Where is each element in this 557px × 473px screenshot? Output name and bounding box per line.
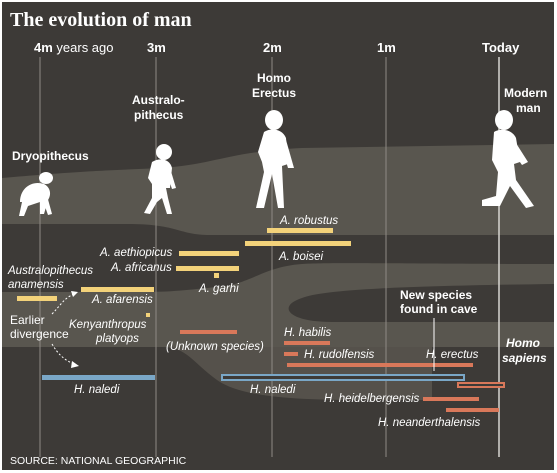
australopithecus-figure-icon bbox=[144, 144, 176, 214]
bar-h-erectus bbox=[287, 363, 473, 367]
label-unknown-species: (Unknown species) bbox=[166, 341, 264, 353]
lineage-band-gap bbox=[2, 224, 554, 322]
bar-kenyanthropus bbox=[146, 313, 150, 317]
homo-erectus-figure-icon bbox=[256, 110, 294, 208]
australopithecus-label-line1: Australo- bbox=[132, 93, 185, 107]
bar-h-rudolfensis bbox=[284, 352, 298, 356]
earlier-divergence-line2: divergence bbox=[10, 327, 69, 341]
timeline-label-4m: 4m years ago bbox=[34, 40, 114, 55]
label-kenyanthropus-line2: platyops bbox=[95, 333, 139, 345]
source-credit: SOURCE: NATIONAL GEOGRAPHIC bbox=[10, 455, 187, 467]
label-h-habilis: H. habilis bbox=[284, 327, 332, 339]
new-species-line1: New species bbox=[400, 288, 472, 302]
lineage-band-tail bbox=[162, 347, 432, 400]
label-homo-sapiens-line2: sapiens bbox=[502, 351, 547, 365]
new-species-line2: found in cave bbox=[400, 302, 478, 316]
page-title: The evolution of man bbox=[10, 9, 192, 31]
label-anamensis-line2: anamensis bbox=[8, 279, 64, 291]
label-a-afarensis: A. afarensis bbox=[91, 294, 153, 306]
bar-a-boisei bbox=[245, 241, 351, 246]
timeline-label-today: Today bbox=[482, 40, 520, 55]
label-h-erectus: H. erectus bbox=[426, 349, 479, 361]
label-anamensis-line1: Australopithecus bbox=[7, 265, 93, 277]
label-h-naledi-left: H. naledi bbox=[74, 384, 120, 396]
bar-a-afarensis bbox=[81, 287, 154, 292]
homo-erectus-label-line1: Homo bbox=[257, 71, 291, 85]
bar-a-garhi bbox=[214, 273, 219, 278]
modern-man-label-line2: man bbox=[516, 101, 541, 115]
timeline-4m-value: 4m bbox=[34, 40, 53, 55]
bar-h-neanderthalensis bbox=[446, 408, 499, 412]
label-homo-sapiens-line1: Homo bbox=[506, 336, 540, 350]
dryopithecus-figure-icon bbox=[19, 172, 53, 216]
homo-erectus-label-line2: Erectus bbox=[252, 86, 296, 100]
label-a-boisei: A. boisei bbox=[278, 251, 324, 263]
bar-h-heidelbergensis bbox=[423, 397, 479, 401]
bar-a-africanus bbox=[176, 266, 239, 271]
modern-man-figure-icon bbox=[482, 110, 534, 208]
australopith-bars bbox=[17, 228, 351, 317]
timeline-label-3m: 3m bbox=[147, 40, 166, 55]
label-a-africanus: A. africanus bbox=[110, 262, 172, 274]
label-h-heidelbergensis: H. heidelbergensis bbox=[324, 393, 420, 405]
label-h-rudolfensis: H. rudolfensis bbox=[304, 349, 375, 361]
timeline-label-1m: 1m bbox=[377, 40, 396, 55]
homo-bars bbox=[180, 330, 505, 412]
bar-unknown-species bbox=[180, 330, 237, 334]
label-a-robustus: A. robustus bbox=[279, 215, 338, 227]
label-h-naledi-right: H. naledi bbox=[250, 384, 296, 396]
timeline-4m-suffix: years ago bbox=[53, 40, 114, 55]
bar-h-habilis bbox=[284, 341, 330, 345]
bar-h-naledi-right bbox=[221, 374, 465, 381]
label-kenyanthropus-line1: Kenyanthropus bbox=[69, 319, 147, 331]
earlier-divergence-line1: Earlier bbox=[10, 313, 45, 327]
label-a-garhi: A. garhi bbox=[198, 283, 239, 295]
bar-a-robustus bbox=[267, 228, 333, 233]
bar-a-anamensis bbox=[17, 296, 57, 301]
bar-h-naledi-left bbox=[42, 375, 155, 380]
modern-man-label-line1: Modern bbox=[504, 86, 547, 100]
divergence-arrowhead-up-icon bbox=[71, 291, 78, 297]
bar-a-aethiopicus bbox=[179, 251, 239, 256]
timeline-label-2m: 2m bbox=[263, 40, 282, 55]
dryopithecus-label: Dryopithecus bbox=[12, 149, 89, 163]
australopithecus-label-line2: pithecus bbox=[134, 108, 184, 122]
bar-homo-sapiens bbox=[457, 382, 505, 388]
label-a-aethiopicus: A. aethiopicus bbox=[99, 247, 172, 259]
label-h-neanderthalensis: H. neanderthalensis bbox=[378, 417, 481, 429]
divergence-arrowhead-down-icon bbox=[71, 361, 79, 368]
